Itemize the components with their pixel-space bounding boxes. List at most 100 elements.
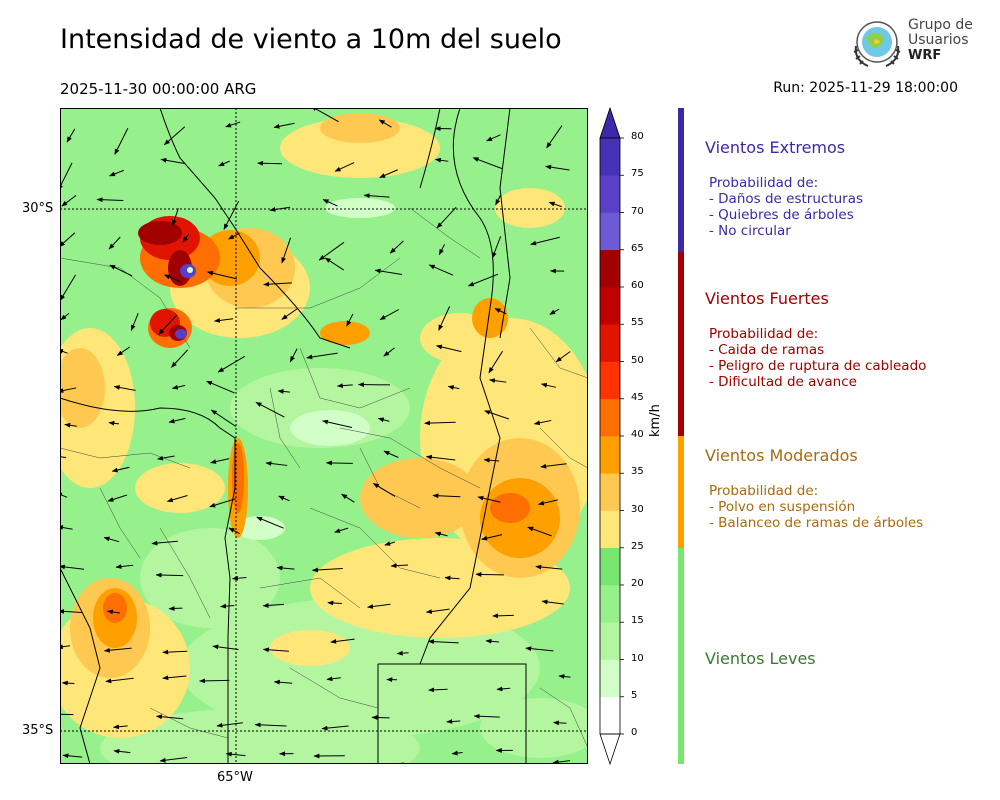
- wind-arrow: [549, 308, 560, 315]
- colorbar-segment: [600, 324, 620, 362]
- wind-arrow: [477, 495, 501, 503]
- wind-arrow: [322, 199, 338, 207]
- colorbar-tick-label: 80: [631, 131, 644, 142]
- wind-arrow: [495, 195, 501, 206]
- wind-arrow: [489, 378, 507, 383]
- wind-arrow: [60, 349, 68, 354]
- colorbar-segment: [600, 138, 620, 176]
- wind-arrow: [60, 232, 76, 247]
- wind-arrow: [278, 495, 290, 502]
- wind-arrow: [210, 458, 230, 464]
- wind-arrow: [537, 499, 559, 506]
- wind-arrow: [60, 456, 67, 459]
- colorbar-segment: [600, 212, 620, 251]
- wind-arrow: [384, 541, 396, 546]
- wind-arrow: [483, 457, 500, 463]
- graticule: [60, 108, 588, 764]
- wind-arrow: [428, 687, 448, 693]
- wind-arrow: [330, 638, 355, 644]
- legend-moderate: Vientos Moderados Probabilidad de: - Pol…: [705, 446, 923, 531]
- wind-arrow: [111, 466, 130, 473]
- wind-arrow: [172, 208, 179, 226]
- wind-arrow: [322, 419, 353, 429]
- wind-arrow: [334, 527, 349, 533]
- colorbar-segment: [600, 361, 620, 400]
- wind-arrow: [225, 751, 246, 757]
- wind-arrow: [390, 563, 409, 569]
- wind-arrow: [438, 306, 451, 331]
- wind-arrow: [484, 410, 510, 420]
- wind-arrow: [334, 162, 355, 172]
- department-borders: [60, 207, 588, 749]
- wind-arrow: [475, 572, 504, 577]
- legend-strong-item: - Peligro de ruptura de cableado: [709, 358, 927, 374]
- wind-arrow: [171, 349, 189, 368]
- wind-arrow: [324, 257, 345, 271]
- wind-arrow: [377, 417, 390, 423]
- wind-arrow: [160, 157, 186, 165]
- wind-arrow: [432, 493, 461, 499]
- wind-arrow: [164, 274, 183, 283]
- wind-arrow: [425, 454, 456, 461]
- legend-moderate-header: Probabilidad de:: [709, 483, 819, 499]
- wind-arrow: [269, 206, 291, 212]
- wind-arrow: [206, 380, 235, 394]
- wind-arrow: [254, 722, 287, 728]
- wind-arrow: [130, 313, 139, 331]
- wind-arrow: [326, 676, 341, 682]
- wind-arrow: [535, 564, 563, 570]
- wind-arrow: [163, 126, 186, 146]
- wind-arrow: [494, 308, 507, 315]
- wind-arrow: [103, 647, 132, 653]
- wind-arrow: [451, 750, 463, 756]
- lat-label-30s: 30°S: [22, 201, 54, 216]
- wind-arrow: [372, 483, 396, 497]
- wind-arrow: [548, 201, 562, 208]
- wind-arrow: [109, 264, 133, 277]
- colorbar-tick-label: 30: [631, 503, 644, 515]
- globe-logo-icon: [853, 21, 901, 67]
- colorbar-tick-label: 25: [631, 540, 644, 552]
- wind-arrow: [425, 608, 450, 614]
- wind-arrow: [162, 675, 187, 681]
- legend-strong-item: - Dificultad de avance: [709, 374, 857, 390]
- colorbar-extend-min: [599, 733, 621, 766]
- wind-arrow: [228, 232, 240, 240]
- legend-strong-header: Probabilidad de:: [709, 326, 819, 342]
- colorbar-segment: [600, 436, 620, 474]
- map-title: Intensidad de viento a 10m del suelo: [60, 24, 562, 55]
- colorbar: [599, 106, 624, 766]
- wind-arrow: [157, 455, 175, 461]
- band-extreme: [678, 108, 684, 252]
- wind-arrow: [427, 639, 459, 645]
- wind-arrow: [281, 308, 298, 320]
- wind-arrow: [61, 194, 77, 207]
- wind-arrow: [113, 749, 131, 754]
- wind-arrow: [209, 498, 237, 508]
- wind-arrow: [486, 134, 501, 142]
- wind-arrow: [276, 565, 295, 571]
- wind-arrow: [263, 281, 292, 287]
- wind-arrow: [378, 119, 392, 128]
- wind-arrow: [318, 241, 345, 261]
- wind-arrow: [60, 564, 85, 570]
- wind-arrow: [107, 494, 128, 502]
- wind-arrow: [396, 650, 409, 656]
- wind-map: [60, 108, 588, 764]
- wind-arrow: [105, 677, 134, 684]
- colorbar-tick-label: 50: [631, 354, 644, 366]
- wind-arrow: [491, 236, 502, 259]
- wind-arrow: [555, 351, 571, 363]
- colorbar-segment: [600, 659, 620, 698]
- wind-arrow: [383, 450, 399, 458]
- wind-arrow: [428, 264, 454, 276]
- wind-arrow: [327, 600, 342, 606]
- colorbar-tick-label: 35: [631, 466, 644, 478]
- wind-arrow: [162, 649, 188, 655]
- colorbar-tick-label: 55: [631, 317, 644, 329]
- wind-arrow: [289, 348, 298, 363]
- wind-arrow: [231, 575, 247, 581]
- wind-arrow: [485, 638, 499, 644]
- legend-extreme-title: Vientos Extremos: [705, 138, 846, 157]
- colorbar-unit: km/h: [648, 404, 663, 437]
